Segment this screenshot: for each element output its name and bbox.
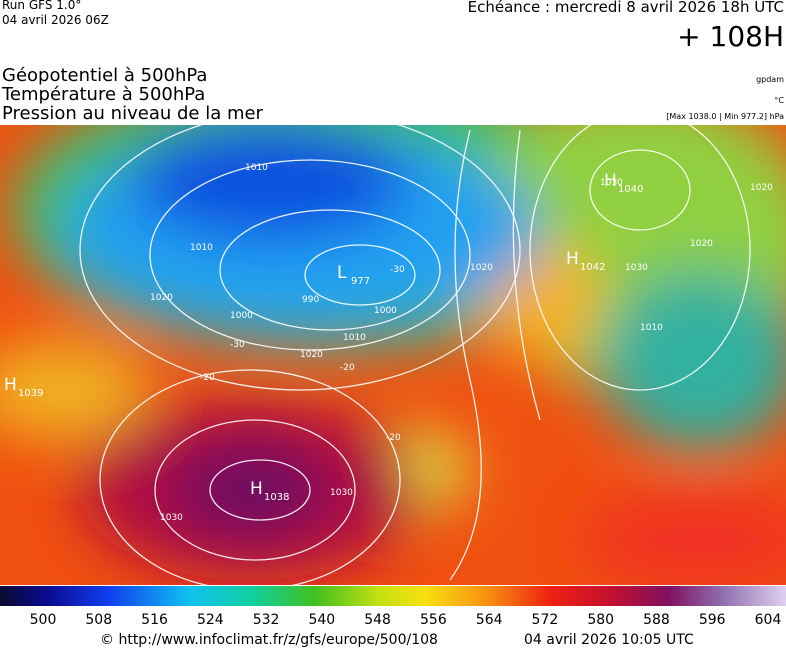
color-bar-label: 556: [420, 612, 447, 628]
contour-label: -20: [340, 363, 355, 373]
center-letter: H: [250, 479, 263, 499]
contour-label: 1030: [600, 178, 623, 188]
unit: °C: [774, 96, 784, 105]
color-bar-label: 588: [643, 612, 670, 628]
color-bar-label: 580: [587, 612, 614, 628]
pressure-center: L 977: [337, 263, 370, 287]
contour-label: 1030: [160, 513, 183, 523]
pressure-center: H 1038: [250, 479, 289, 503]
color-bar-label: 524: [197, 612, 224, 628]
center-value: 977: [351, 276, 370, 287]
title: Géopotentiel à 500hPa: [2, 65, 207, 86]
pressure-center: H 1039: [4, 375, 43, 399]
contour-label: 1020: [750, 183, 773, 193]
center-letter: H: [604, 171, 617, 191]
color-bar: [0, 586, 786, 606]
color-bar-label: 532: [253, 612, 280, 628]
contour-label: 1010: [190, 243, 213, 253]
lead-time: + 108H: [677, 20, 784, 53]
color-bar-label: 564: [476, 612, 503, 628]
title: Température à 500hPa: [1, 84, 205, 105]
color-bar-label: 572: [532, 612, 559, 628]
contour-label: 1010: [245, 163, 268, 173]
title: Pression au niveau de la mer: [2, 103, 264, 124]
contour-label: 1020: [300, 350, 323, 360]
contour-label: -20: [386, 433, 401, 443]
color-bar-label: 500: [30, 612, 57, 628]
color-bar-label: 540: [308, 612, 335, 628]
unit: [Max 1038.0 | Min 977.2] hPa: [666, 112, 784, 121]
contour-label: -30: [230, 340, 245, 350]
center-letter: L: [337, 263, 347, 283]
color-bar-label: 508: [85, 612, 112, 628]
center-value: 1039: [18, 388, 43, 399]
contour-label: 1010: [343, 333, 366, 343]
contour-label: 990: [302, 295, 319, 305]
contour-label: 1020: [150, 293, 173, 303]
contour-label: -20: [200, 373, 215, 383]
contour-label: 1030: [330, 488, 353, 498]
run-time: 04 avril 2026 06Z: [2, 13, 109, 27]
center-letter: H: [4, 375, 17, 395]
pressure-center: H 1040: [604, 171, 643, 195]
color-bar-label: 596: [699, 612, 726, 628]
center-value: 1038: [264, 492, 289, 503]
contour-label: 1000: [230, 311, 253, 321]
map: [0, 125, 786, 585]
contour-label: 1010: [640, 323, 663, 333]
contour-label: 1000: [374, 306, 397, 316]
unit: gpdam: [756, 75, 784, 84]
run-label: Run GFS 1.0°: [2, 0, 81, 12]
color-bar-label: 548: [364, 612, 391, 628]
echeance: Echéance : mercredi 8 avril 2026 18h UTC: [468, 0, 784, 16]
center-value: 1040: [618, 184, 643, 195]
contour-label: 1020: [470, 263, 493, 273]
center-letter: H: [566, 249, 579, 269]
contour-label: 1030: [625, 263, 648, 273]
color-bar-label: 604: [755, 612, 782, 628]
footer-url: © http://www.infoclimat.fr/z/gfs/europe/…: [100, 632, 438, 648]
contour-label: 1020: [690, 239, 713, 249]
footer-time: 04 avril 2026 10:05 UTC: [524, 632, 694, 648]
pressure-center: H 1042: [566, 249, 605, 273]
center-value: 1042: [580, 262, 605, 273]
color-bar-label: 516: [141, 612, 168, 628]
contour-label: -30: [390, 265, 405, 275]
